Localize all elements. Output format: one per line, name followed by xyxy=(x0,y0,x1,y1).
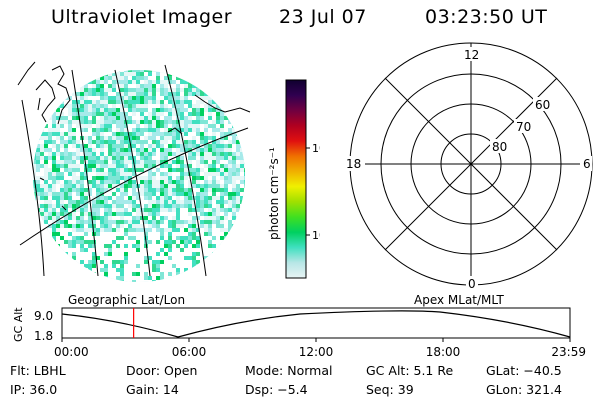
mlat-label-60: 60 xyxy=(535,98,550,112)
mlt-label-6: 6 xyxy=(583,157,591,171)
app-title: Ultraviolet Imager xyxy=(51,6,233,28)
mlt-label-0: 0 xyxy=(468,277,476,291)
info-flt: Flt: LBHL xyxy=(10,363,66,378)
coastline-outline xyxy=(17,61,251,211)
uv-earth-image xyxy=(17,61,251,282)
mlat-label-80: 80 xyxy=(492,140,507,154)
info-seq: Seq: 39 xyxy=(366,382,414,397)
alt-ymin: 1.8 xyxy=(34,329,53,343)
apex-label: Apex MLat/MLT xyxy=(414,293,504,307)
info-door: Door: Open xyxy=(126,363,198,378)
header-time: 03:23:50 UT xyxy=(425,6,548,28)
header-date: 23 Jul 07 xyxy=(279,6,367,28)
mlt-label-12: 12 xyxy=(464,48,479,62)
geo-grid-lines xyxy=(19,64,249,277)
info-gain: Gain: 14 xyxy=(126,382,179,397)
info-gcalt: GC Alt: 5.1 Re xyxy=(366,363,454,378)
alt-ymax: 9.0 xyxy=(34,309,53,323)
colorbar-tick-10: 10 xyxy=(312,229,320,242)
x-tick-label: 06:00 xyxy=(172,345,207,359)
color-scale-bar: 100 10 photon cm⁻²s⁻¹ xyxy=(267,79,320,279)
auroral-speckle-field xyxy=(33,70,245,282)
info-glat: GLat: −40.5 xyxy=(486,363,562,378)
geographic-label: Geographic Lat/Lon xyxy=(68,293,186,307)
alt-axis-label: GC Alt xyxy=(12,307,25,342)
polar-mlat-mlt-plot: 12 18 6 0 60 70 80 xyxy=(343,42,593,291)
mlt-label-18: 18 xyxy=(346,157,361,171)
x-tick-label: 00:00 xyxy=(54,345,89,359)
info-ip: IP: 36.0 xyxy=(10,382,58,397)
x-tick-label: 12:00 xyxy=(299,345,334,359)
info-glon: GLon: 321.4 xyxy=(486,382,562,397)
colorbar-tick-100: 100 xyxy=(312,142,320,155)
altitude-curve xyxy=(61,310,571,338)
colorbar-unit-label: photon cm⁻²s⁻¹ xyxy=(267,147,281,240)
info-dsp: Dsp: −5.4 xyxy=(245,382,308,397)
info-mode: Mode: Normal xyxy=(245,363,333,378)
x-tick-label: 23:59 xyxy=(551,345,586,359)
x-tick-label: 18:00 xyxy=(426,345,461,359)
altitude-timeline-plot: 9.0 1.8 GC Alt 00:00 06:00 12:00 18:00 23:59 xyxy=(12,307,586,359)
mlat-label-70: 70 xyxy=(516,120,531,134)
